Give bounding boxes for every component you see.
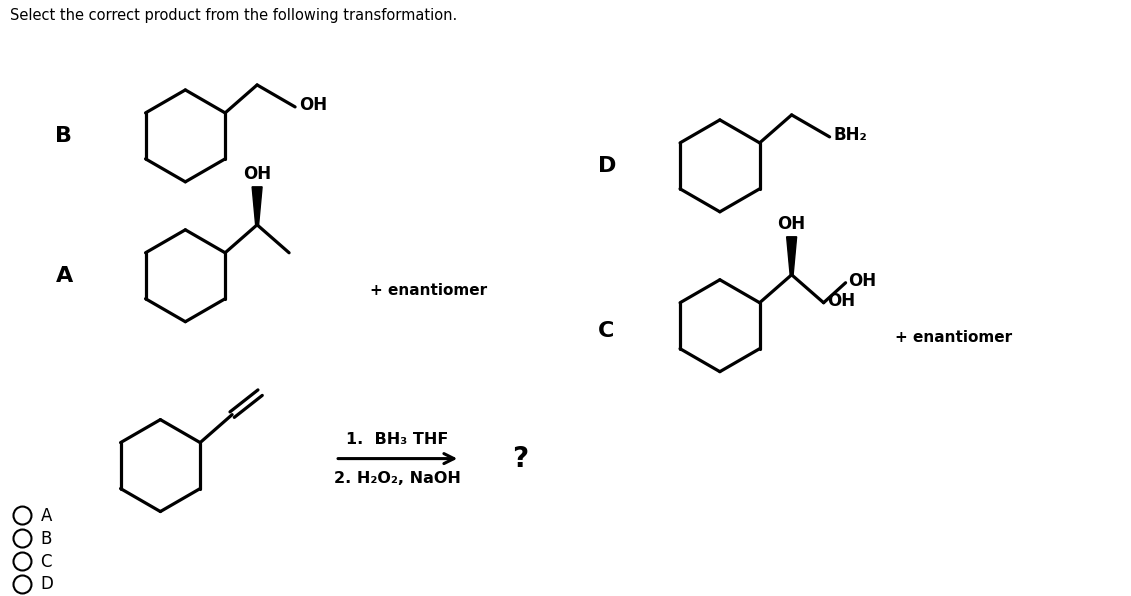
- Text: B: B: [55, 126, 72, 146]
- Text: A: A: [41, 507, 52, 524]
- Text: B: B: [41, 529, 52, 548]
- Text: + enantiomer: + enantiomer: [370, 283, 487, 298]
- Text: A: A: [55, 266, 72, 285]
- Text: OH: OH: [828, 291, 856, 310]
- Text: + enantiomer: + enantiomer: [895, 330, 1012, 345]
- Text: Select the correct product from the following transformation.: Select the correct product from the foll…: [10, 8, 458, 23]
- Text: C: C: [598, 321, 614, 341]
- Text: D: D: [598, 156, 616, 176]
- Polygon shape: [252, 187, 262, 225]
- Text: OH: OH: [299, 96, 327, 114]
- Text: C: C: [41, 552, 52, 570]
- Text: D: D: [41, 576, 53, 594]
- Text: BH₂: BH₂: [834, 126, 867, 144]
- Text: OH: OH: [778, 215, 805, 233]
- Text: 2. H₂O₂, NaOH: 2. H₂O₂, NaOH: [335, 471, 461, 486]
- Text: OH: OH: [243, 165, 271, 183]
- Text: 1.  BH₃ THF: 1. BH₃ THF: [346, 432, 449, 446]
- Polygon shape: [787, 237, 796, 275]
- Text: ?: ?: [512, 445, 528, 473]
- Text: OH: OH: [848, 272, 877, 290]
